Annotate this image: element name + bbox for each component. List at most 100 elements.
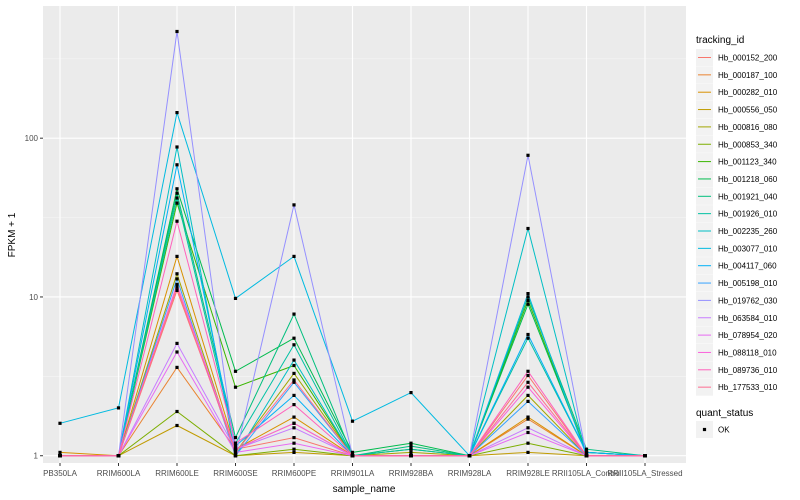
data-point-hb-004117-060 <box>526 332 530 337</box>
legend-label: Hb_088118_010 <box>718 348 777 357</box>
legend-label: Hb_000556_050 <box>718 106 778 115</box>
data-point-hb-001218-060 <box>526 302 530 306</box>
data-point-hb-001218-060 <box>409 441 413 445</box>
x-axis: PB350LA RRIM600LA RRIM600LE RRIM600SE RRIM60… <box>43 463 683 478</box>
data-point-hb-088118-010 <box>175 282 179 286</box>
data-point-hb-088118-010 <box>292 421 296 425</box>
data-point-hb-000282-010 <box>58 450 62 454</box>
data-point-hb-019762-030 <box>175 29 179 34</box>
y-axis-title: FPKM + 1 <box>7 212 18 257</box>
data-point-hb-089736-010 <box>175 219 179 223</box>
data-point-hb-005198-010 <box>175 277 179 281</box>
data-point-hb-004117-060 <box>233 444 238 448</box>
data-point-hb-089736-010 <box>292 403 296 407</box>
legend-label: Hb_063584_010 <box>718 314 778 323</box>
data-point-hb-001926-010 <box>409 447 413 451</box>
data-point-hb-088118-010 <box>233 447 238 451</box>
data-point-hb-001123-340 <box>292 363 296 368</box>
data-point-hb-000282-010 <box>292 415 296 419</box>
data-point-hb-001921-040 <box>233 436 238 440</box>
data-point-hb-001926-010 <box>175 196 179 200</box>
legend-label: Hb_000853_340 <box>718 140 778 149</box>
x-tick-label: RRIM928BA <box>389 469 434 478</box>
legend-label: Hb_001921_040 <box>718 192 778 201</box>
plot-panel <box>43 6 686 463</box>
x-tick-label: RRIM928LE <box>506 469 550 478</box>
data-point-hb-177533-010 <box>350 454 355 458</box>
data-point-hb-000187-100 <box>526 417 530 421</box>
data-point-hb-000853-340 <box>175 409 179 414</box>
data-point-hb-000282-010 <box>526 415 530 419</box>
data-point-hb-004117-060 <box>292 393 296 397</box>
shape-legend: OK <box>696 421 730 438</box>
data-point-hb-000556-050 <box>292 450 296 454</box>
x-tick-label: RRIM600PE <box>272 469 316 478</box>
data-point-hb-177533-010 <box>116 454 121 458</box>
legend-label: Hb_000152_200 <box>718 54 778 63</box>
legend-items: Hb_000152_200 Hb_000187_100 Hb_000282_010 H… <box>696 49 778 396</box>
data-point-hb-177533-010 <box>233 450 238 454</box>
data-point-hb-001926-010 <box>292 343 296 347</box>
data-point-hb-001123-340 <box>526 298 530 303</box>
x-tick-label: RRIM928LA <box>448 469 492 478</box>
data-point-hb-001218-060 <box>175 187 179 191</box>
data-point-hb-000152-200 <box>526 373 530 378</box>
data-point-hb-001123-340 <box>175 201 179 205</box>
y-axis: 1 10 100 <box>25 134 43 461</box>
data-point-hb-003077-010 <box>350 419 355 423</box>
data-point-hb-063584-010 <box>292 426 296 430</box>
data-point-hb-177533-010 <box>643 454 647 458</box>
data-point-hb-078954-020 <box>175 350 179 354</box>
legend-label: Hb_019762_030 <box>718 296 778 305</box>
data-point-hb-078954-020 <box>526 430 530 435</box>
data-point-hb-088118-010 <box>526 385 530 389</box>
legend-label: Hb_078954_020 <box>718 331 778 340</box>
y-tick-label: 1 <box>34 452 39 461</box>
data-point-hb-002235-260 <box>292 358 296 362</box>
data-point-hb-078954-020 <box>292 441 296 445</box>
x-tick-label: PB350LA <box>43 469 77 478</box>
data-point-hb-000853-340 <box>292 447 296 451</box>
legend-label: Hb_177533_010 <box>718 383 778 392</box>
data-point-hb-000816-080 <box>409 450 413 454</box>
legend-label: Hb_000187_100 <box>718 71 778 80</box>
x-tick-label: RRIM600SE <box>213 469 257 478</box>
legend-title-tracking-id: tracking_id <box>696 35 744 46</box>
data-point-hb-004117-060 <box>175 163 179 167</box>
legend-label: Hb_005198_010 <box>718 279 778 288</box>
legend-label: Hb_001926_010 <box>718 210 778 219</box>
data-point-hb-001921-040 <box>292 312 296 316</box>
data-point-hb-019762-030 <box>292 203 296 207</box>
x-tick-label: RRIM600LA <box>97 469 141 478</box>
data-point-hb-063584-010 <box>175 341 179 345</box>
data-point-hb-001921-040 <box>526 295 530 299</box>
data-point-hb-000816-080 <box>292 371 296 375</box>
data-point-hb-001921-040 <box>409 444 413 448</box>
data-point-hb-001218-060 <box>350 450 355 454</box>
legend-label: Hb_001123_340 <box>718 158 777 167</box>
x-tick-label: RRIM901LA <box>331 469 375 478</box>
y-tick-label: 10 <box>29 293 38 302</box>
data-point-hb-003077-010 <box>526 292 530 296</box>
data-point-hb-004117-060 <box>584 450 589 454</box>
data-point-hb-002235-260 <box>175 145 179 149</box>
data-point-hb-019762-030 <box>526 153 530 157</box>
data-point-hb-000152-200 <box>292 436 296 440</box>
data-point-hb-001926-010 <box>526 336 530 340</box>
legend-label: Hb_003077_010 <box>718 244 778 253</box>
data-point-hb-177533-010 <box>175 285 179 289</box>
data-point-hb-000816-080 <box>175 272 179 276</box>
data-point-hb-177533-010 <box>409 454 413 458</box>
shape-legend-key-square <box>702 427 707 432</box>
data-point-hb-089736-010 <box>526 369 530 373</box>
data-point-hb-003077-010 <box>175 111 179 115</box>
data-point-hb-003077-010 <box>292 254 296 258</box>
data-point-hb-063584-010 <box>526 426 530 430</box>
data-point-hb-000853-340 <box>526 441 530 445</box>
data-point-hb-001921-040 <box>175 191 179 195</box>
legend-label: Hb_002235_260 <box>718 227 778 236</box>
data-point-hb-177533-010 <box>292 378 296 382</box>
legend-label: Hb_001218_060 <box>718 175 778 184</box>
x-axis-title: sample_name <box>333 484 396 495</box>
